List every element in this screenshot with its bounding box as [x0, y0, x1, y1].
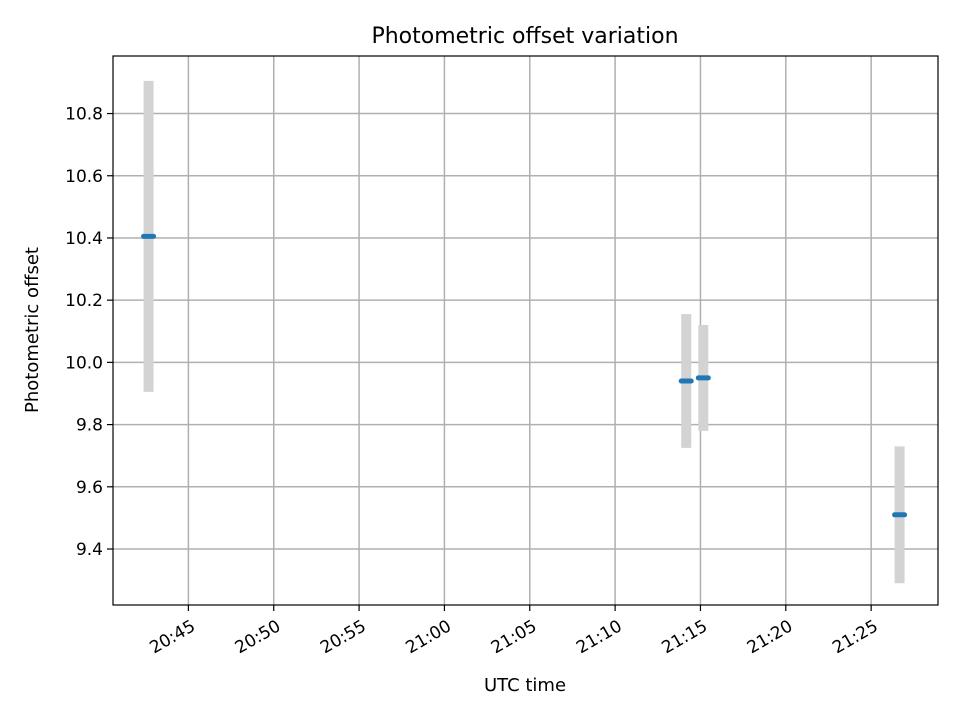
- x-tick-label: 21:20: [744, 616, 796, 658]
- y-tick-label: 10.6: [65, 167, 103, 187]
- y-tick-label: 10.2: [65, 291, 103, 311]
- y-tick-label: 10.4: [65, 229, 103, 249]
- y-tick-label: 9.6: [76, 478, 103, 498]
- x-tick-label: 20:50: [232, 616, 284, 658]
- data-points: [141, 233, 908, 518]
- y-tick-label: 9.4: [76, 540, 103, 560]
- x-tick-label: 21:15: [659, 616, 711, 658]
- y-axis-ticks: 9.4 9.6 9.8 10.0 10.2 10.4 10.6 10.8: [65, 105, 113, 560]
- x-tick-label: 20:55: [317, 616, 369, 658]
- y-tick-label: 10.0: [65, 353, 103, 373]
- y-tick-label: 9.8: [76, 416, 103, 436]
- x-tick-label: 21:10: [573, 616, 625, 658]
- grid-lines: [113, 56, 938, 605]
- x-axis-label: UTC time: [484, 675, 566, 696]
- y-axis-label: Photometric offset: [22, 247, 43, 413]
- x-axis-ticks: 20:45 20:50 20:55 21:00 21:05 21:10 21:15 21:20…: [146, 605, 882, 658]
- x-tick-label: 21:25: [829, 616, 881, 658]
- x-tick-label: 21:05: [488, 616, 540, 658]
- error-bars: [143, 80, 905, 584]
- x-tick-label: 20:45: [146, 616, 198, 658]
- y-tick-label: 10.8: [65, 105, 103, 125]
- x-tick-label: 21:00: [402, 616, 454, 658]
- chart-title: Photometric offset variation: [371, 24, 678, 49]
- plot-frame: [112, 55, 939, 606]
